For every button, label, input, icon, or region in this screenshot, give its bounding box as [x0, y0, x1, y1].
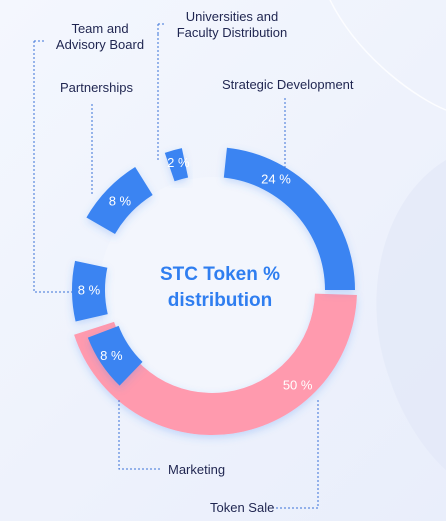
legend-label-partnerships: Partnerships — [60, 80, 133, 95]
slice-label-partnerships: 8 % — [109, 194, 132, 209]
background-blob — [376, 160, 446, 470]
background-curve — [329, 0, 446, 111]
chart-title: STC Token % distribution — [160, 264, 280, 311]
slice-label-token-sale: 50 % — [283, 378, 313, 393]
legend-label-universities: Universities and Faculty Distribution — [176, 9, 288, 40]
slice-label-team-advisory: 8 % — [78, 283, 101, 298]
slice-team-advisory — [71, 260, 108, 322]
slice-marketing — [87, 325, 143, 386]
slice-strategic-development — [223, 147, 355, 290]
donut-hole — [99, 177, 325, 403]
slice-label-universities: 2 % — [167, 155, 190, 170]
legend-label-team: Team and Advisory Board — [55, 21, 145, 52]
legend-label-token-sale: Token Sale — [210, 500, 275, 515]
leader-marketing — [118, 400, 160, 470]
legend-label-marketing: Marketing — [168, 462, 226, 477]
slice-token-sale — [74, 293, 357, 436]
slice-partnerships — [86, 167, 153, 234]
slice-universities — [164, 148, 189, 182]
slice-label-marketing: 8 % — [100, 348, 123, 363]
leader-team — [33, 40, 72, 293]
slice-label-strategic-development: 24 % — [261, 172, 291, 187]
leader-token-sale — [270, 400, 319, 509]
legend-label-strategic: Strategic Development — [222, 77, 354, 92]
leader-universities — [157, 23, 166, 160]
